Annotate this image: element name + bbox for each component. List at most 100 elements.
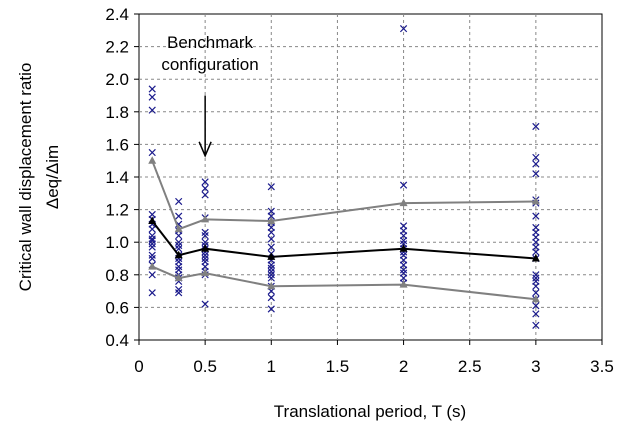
scatter-point <box>532 212 540 220</box>
scatter-point-stroke <box>532 289 540 297</box>
scatter-point <box>267 274 275 282</box>
scatter-point-stroke <box>532 310 540 318</box>
y-tick-label: 1.0 <box>105 233 129 252</box>
y-tick-label: 0.6 <box>105 298 129 317</box>
series-marker <box>201 214 210 223</box>
scatter-point-stroke <box>532 282 540 290</box>
scatter-point <box>148 93 156 101</box>
annotation-arrow-head <box>198 141 212 158</box>
scatter-point-stroke <box>148 236 156 245</box>
scatter-point <box>148 106 156 114</box>
y-tick-label: 1.2 <box>105 201 129 220</box>
scatter-point-stroke <box>175 238 183 246</box>
series-marker <box>399 198 408 207</box>
series-marker <box>531 294 540 303</box>
scatter-point-stroke <box>532 153 540 162</box>
scatter-point <box>532 122 540 131</box>
scatter-point <box>267 261 275 269</box>
scatter-point <box>532 170 540 178</box>
scatter-point-stroke <box>201 238 209 246</box>
scatter-point-stroke <box>148 289 156 297</box>
scatter-point <box>267 305 275 313</box>
scatter-point <box>532 271 540 279</box>
scatter-point <box>267 183 275 191</box>
scatter-point <box>267 228 275 237</box>
scatter-point-stroke <box>267 243 275 251</box>
scatter-point-stroke <box>148 85 156 93</box>
y-axis-label-2: Δeq/Δim <box>43 145 62 209</box>
series-marker <box>399 244 408 252</box>
scatter-point-stroke <box>148 243 156 251</box>
x-tick-label: 2 <box>399 357 408 376</box>
scatter-point-stroke <box>532 321 540 329</box>
scatter-point-stroke <box>399 266 408 274</box>
series-line <box>151 160 536 231</box>
annotation-line-2: configuration <box>161 55 258 74</box>
scatter-point-stroke <box>148 254 156 263</box>
x-axis-ticks: 0 0.5 1 1.5 2 2.5 3 3.5 <box>134 340 614 376</box>
scatter-point-stroke <box>267 183 275 191</box>
y-axis-label: Critical wall displacement ratio <box>16 63 35 292</box>
series-marker <box>201 268 210 277</box>
series-marker <box>148 262 157 270</box>
scatter-point-stroke <box>267 293 275 302</box>
scatter-series <box>148 25 540 329</box>
scatter-point <box>532 289 540 297</box>
y-tick-label: 0.4 <box>105 331 129 350</box>
scatter-point-stroke <box>148 225 156 233</box>
series-marker <box>531 254 540 262</box>
scatter-point-stroke <box>532 271 540 279</box>
scatter-point <box>175 238 183 246</box>
scatter-point-stroke <box>267 261 275 269</box>
scatter-point-stroke <box>267 271 275 279</box>
series-marker <box>267 216 276 225</box>
scatter-point <box>532 153 540 162</box>
scatter-point <box>201 232 209 240</box>
scatter-point <box>201 251 209 259</box>
mean-band-series <box>148 156 540 303</box>
scatter-point-stroke <box>148 148 156 157</box>
scatter-point <box>267 243 275 251</box>
scatter-point <box>532 282 540 290</box>
scatter-point <box>532 274 540 282</box>
x-tick-label: 0 <box>134 357 143 376</box>
scatter-point <box>148 240 156 248</box>
scatter-point <box>532 321 540 329</box>
scatter-point-stroke <box>201 300 209 308</box>
scatter-point <box>148 148 156 157</box>
scatter-point-stroke <box>532 170 540 178</box>
scatter-point-stroke <box>201 178 209 186</box>
scatter-point <box>175 197 183 206</box>
scatter-point <box>399 266 408 274</box>
scatter-point <box>201 184 209 193</box>
scatter-point <box>175 241 183 250</box>
y-tick-label: 2.2 <box>105 38 129 57</box>
scatter-point <box>148 251 156 259</box>
scatter-point <box>148 254 156 263</box>
y-tick-label: 0.8 <box>105 266 129 285</box>
scatter-point <box>148 243 156 251</box>
scatter-point <box>148 85 156 93</box>
scatter-point <box>148 236 156 245</box>
scatter-point <box>148 289 156 297</box>
scatter-point-stroke <box>267 228 275 237</box>
y-tick-label: 2.0 <box>105 70 129 89</box>
scatter-point <box>175 232 183 240</box>
scatter-point-stroke <box>175 212 183 220</box>
scatter-point-stroke <box>399 236 408 245</box>
scatter-point <box>267 264 275 272</box>
x-tick-label: 1 <box>267 357 276 376</box>
scatter-point <box>267 235 275 243</box>
scatter-point <box>201 300 209 308</box>
scatter-point-stroke <box>267 235 275 243</box>
scatter-point-stroke <box>175 197 183 206</box>
scatter-point <box>201 178 209 186</box>
scatter-point-stroke <box>148 240 156 248</box>
series-marker <box>267 252 276 260</box>
scatter-point-stroke <box>267 264 275 272</box>
x-tick-label: 2.5 <box>458 357 482 376</box>
scatter-point <box>267 271 275 279</box>
series-marker <box>201 244 210 252</box>
scatter-point-stroke <box>148 93 156 101</box>
